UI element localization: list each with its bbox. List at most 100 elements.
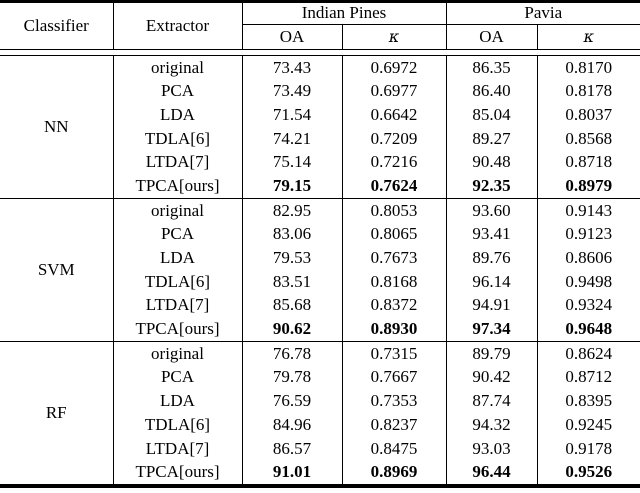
- value-cell: 85.68: [241, 293, 342, 318]
- table-row: TPCA[ours] 79.15 0.7624 92.35 0.8979: [0, 174, 640, 200]
- table-row: TPCA[ours] 91.01 0.8969 96.44 0.9526: [0, 460, 640, 487]
- value-cell: 91.01: [241, 460, 342, 487]
- extractor-cell: LDA: [112, 389, 242, 414]
- value-cell: 93.60: [445, 198, 537, 223]
- value-cell: 0.9498: [536, 270, 640, 294]
- value-cell: 90.62: [241, 317, 342, 343]
- value-cell: 0.8568: [536, 127, 640, 151]
- table-row: LDA 76.59 0.7353 87.74 0.8395: [0, 389, 640, 414]
- value-cell: 93.03: [445, 437, 537, 461]
- table-row: LTDA[7] 75.14 0.7216 90.48 0.8718: [0, 150, 640, 175]
- table-row: TDLA[6] 74.21 0.7209 89.27 0.8568: [0, 127, 640, 151]
- value-cell: 79.78: [241, 365, 342, 390]
- extractor-cell: TPCA[ours]: [112, 174, 242, 200]
- double-rule: [0, 49, 640, 56]
- value-cell: 89.76: [445, 246, 537, 271]
- extractor-cell: TDLA[6]: [112, 127, 242, 151]
- value-cell: 0.9143: [536, 198, 640, 223]
- header-row-groups: Classifier Extractor Indian Pines Pavia: [0, 1, 640, 50]
- value-cell: 0.9526: [536, 460, 640, 487]
- value-cell: 0.7667: [341, 365, 446, 390]
- value-cell: 97.34: [445, 317, 537, 343]
- value-cell: 90.48: [445, 150, 537, 175]
- extractor-cell: TDLA[6]: [112, 270, 242, 294]
- value-cell: 76.78: [241, 341, 342, 366]
- header-kappa-pavia: κ: [536, 24, 640, 50]
- value-cell: 0.8718: [536, 150, 640, 175]
- value-cell: 90.42: [445, 365, 537, 390]
- extractor-cell: PCA: [112, 222, 242, 247]
- value-cell: 83.51: [241, 270, 342, 294]
- header-group-pavia: Pavia: [445, 1, 640, 25]
- value-cell: 0.7209: [341, 127, 446, 151]
- value-cell: 75.14: [241, 150, 342, 175]
- extractor-cell: LTDA[7]: [112, 150, 242, 175]
- header-oa-pavia: OA: [445, 24, 537, 50]
- value-cell: 0.6972: [341, 55, 446, 80]
- table-row: RF original 76.78 0.7315 89.79 0.8624: [0, 341, 640, 422]
- extractor-cell: TPCA[ours]: [112, 460, 242, 487]
- value-cell: 0.7353: [341, 389, 446, 414]
- value-cell: 82.95: [241, 198, 342, 223]
- table-body: NN original 73.43 0.6972 86.35 0.8170 PCA 73.49…: [0, 55, 640, 487]
- classifier-cell: NN: [0, 55, 113, 200]
- table-row: PCA 83.06 0.8065 93.41 0.9123: [0, 222, 640, 247]
- table-row: PCA 73.49 0.6977 86.40 0.8178: [0, 79, 640, 104]
- value-cell: 94.91: [445, 293, 537, 318]
- extractor-cell: LTDA[7]: [112, 437, 242, 461]
- value-cell: 92.35: [445, 174, 537, 200]
- value-cell: 0.8969: [341, 460, 446, 487]
- value-cell: 0.8372: [341, 293, 446, 318]
- classifier-cell: RF: [45, 402, 67, 422]
- table-row: TDLA[6] 84.96 0.8237 94.32 0.9245: [0, 413, 640, 437]
- value-cell: 0.9245: [536, 413, 640, 437]
- value-cell: 89.27: [445, 127, 537, 151]
- table-row: LTDA[7] 86.57 0.8475 93.03 0.9178: [0, 437, 640, 461]
- value-cell: 0.7315: [341, 341, 446, 366]
- value-cell: 85.04: [445, 103, 537, 128]
- classifier-cell: SVM: [0, 198, 113, 343]
- value-cell: 86.35: [445, 55, 537, 80]
- extractor-cell: LDA: [112, 103, 242, 128]
- value-cell: 0.8624: [536, 341, 640, 366]
- value-cell: 71.54: [241, 103, 342, 128]
- value-cell: 87.74: [445, 389, 537, 414]
- value-cell: 0.8930: [341, 317, 446, 343]
- value-cell: 0.8237: [341, 413, 446, 437]
- value-cell: 0.8065: [341, 222, 446, 247]
- value-cell: 94.32: [445, 413, 537, 437]
- extractor-cell: original: [112, 55, 242, 80]
- value-cell: 0.7216: [341, 150, 446, 175]
- value-cell: 0.8037: [536, 103, 640, 128]
- value-cell: 0.9123: [536, 222, 640, 247]
- value-cell: 0.8606: [536, 246, 640, 271]
- value-cell: 0.7673: [341, 246, 446, 271]
- value-cell: 96.44: [445, 460, 537, 487]
- value-cell: 83.06: [241, 222, 342, 247]
- value-cell: 0.8168: [341, 270, 446, 294]
- value-cell: 73.43: [241, 55, 342, 80]
- extractor-cell: original: [112, 198, 242, 223]
- value-cell: 84.96: [241, 413, 342, 437]
- value-cell: 74.21: [241, 127, 342, 151]
- value-cell: 0.7624: [341, 174, 446, 200]
- header-extractor: Extractor: [112, 1, 242, 50]
- header-group-indian-pines: Indian Pines: [241, 1, 446, 25]
- header-kappa-indian-pines: κ: [341, 24, 446, 50]
- extractor-cell: original: [112, 341, 242, 366]
- header-classifier: Classifier: [23, 15, 89, 35]
- value-cell: 0.6642: [341, 103, 446, 128]
- value-cell: 76.59: [241, 389, 342, 414]
- value-cell: 0.8979: [536, 174, 640, 200]
- value-cell: 86.40: [445, 79, 537, 104]
- value-cell: 89.79: [445, 341, 537, 366]
- table-row: PCA 79.78 0.7667 90.42 0.8712: [0, 365, 640, 390]
- value-cell: 0.8178: [536, 79, 640, 104]
- value-cell: 79.15: [241, 174, 342, 200]
- double-rule-gap: [0, 49, 640, 56]
- header-row-metrics: OA κ OA κ: [0, 24, 640, 50]
- extractor-cell: TPCA[ours]: [112, 317, 242, 343]
- table-row: NN original 73.43 0.6972 86.35 0.8170: [0, 55, 640, 200]
- extractor-cell: LDA: [112, 246, 242, 271]
